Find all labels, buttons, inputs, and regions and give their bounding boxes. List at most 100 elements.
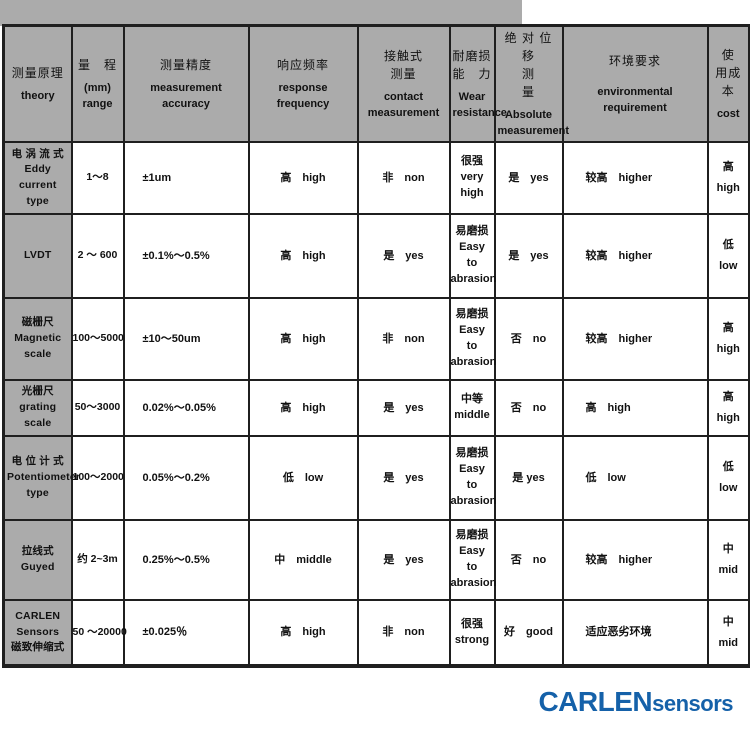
- cell-absolute: 否 no: [493, 519, 564, 601]
- column-header-range: 量 程 (mm) range: [70, 24, 125, 143]
- header-row: 测量原理 theory 量 程 (mm) range 测量精度 measurement a…: [2, 24, 750, 143]
- cell-environment: 较高 higher: [561, 141, 709, 215]
- cell-cost: 低 low: [706, 435, 750, 521]
- cell-contact: 是 yes: [356, 379, 451, 437]
- column-header-wear-en: Wear resistance: [452, 90, 507, 120]
- cell-range: 1～8: [70, 141, 125, 215]
- column-header-cost-zh: 使 用成本: [715, 47, 742, 98]
- cell-response: 低 low: [247, 435, 359, 521]
- column-header-accuracy: 测量精度 measurement accuracy: [122, 24, 250, 143]
- column-header-cost-en: cost: [716, 107, 740, 120]
- cell-absolute: 否 no: [493, 379, 564, 437]
- cell-accuracy: ±0.025％: [122, 599, 250, 668]
- table-row: LVDT 2 ～ 600 ±0.1%～0.5% 高 high 是 yes 易磨损 Easy…: [2, 213, 750, 299]
- carlen-sensors-logo: CARLEN sensors: [538, 686, 733, 718]
- cell-accuracy: ±0.1%～0.5%: [122, 213, 250, 299]
- cell-environment: 较高 higher: [561, 519, 709, 601]
- cell-environment: 高 high: [561, 379, 709, 437]
- cell-range: 约 2~3m: [70, 519, 125, 601]
- column-header-accuracy-en: measurement accuracy: [150, 81, 222, 111]
- cell-wear: 很强 very high: [448, 141, 496, 215]
- cell-cost: 高 high: [706, 297, 750, 381]
- column-header-theory: 测量原理 theory: [2, 24, 73, 143]
- logo-text-primary: CARLEN: [538, 686, 653, 717]
- column-header-absolute-en: Absolute measurement: [497, 108, 570, 138]
- cell-theory: 电 位 计 式 Potentiometer type: [2, 435, 80, 521]
- cell-theory: 拉线式 Guyed: [2, 519, 73, 601]
- cell-range: 100～2000: [70, 435, 125, 521]
- cell-cost: 低 low: [706, 213, 750, 299]
- table-row: 磁栅尺 Magnetic scale 100～5000 ±10～50um 高 high…: [2, 297, 750, 381]
- column-header-wear-zh: 耐磨损 能 力: [452, 48, 492, 81]
- column-header-response: 响应频率 response frequency: [247, 24, 359, 143]
- cell-cost: 中 mid: [706, 519, 750, 601]
- cell-theory: 光栅尺 grating scale: [2, 379, 73, 437]
- cell-wear: 易磨损 Easy to abrasion: [448, 213, 496, 299]
- column-header-wear: 耐磨损 能 力 Wear resistance: [448, 24, 507, 143]
- cell-contact: 是 yes: [356, 213, 451, 299]
- cell-absolute: 否 no: [493, 297, 564, 381]
- cell-wear: 易磨损 Easy to abrasion: [448, 435, 496, 521]
- column-header-accuracy-zh: 测量精度: [159, 57, 212, 72]
- column-header-environment-en: environmental requirement: [597, 85, 673, 115]
- cell-range: 50～3000: [70, 379, 125, 437]
- cell-cost: 高 high: [706, 379, 750, 437]
- column-header-environment-zh: 环境要求: [608, 53, 661, 68]
- column-header-theory-en: theory: [20, 89, 55, 102]
- cell-range: 2 ～ 600: [70, 213, 125, 299]
- cell-environment: 适应恶劣环境: [561, 599, 709, 668]
- cell-contact: 是 yes: [356, 519, 451, 601]
- cell-response: 中 middle: [247, 519, 359, 601]
- cell-environment: 低 low: [561, 435, 709, 521]
- table-header: 测量原理 theory 量 程 (mm) range 测量精度 measurement a…: [2, 24, 750, 143]
- table-body: 电 涡 流 式 Eddy current type 1～8 ±1um 高 high 非 …: [2, 141, 750, 668]
- cell-cost: 高 high: [706, 141, 750, 215]
- column-header-theory-zh: 测量原理: [11, 65, 64, 80]
- column-header-absolute-zh: 绝 对 位 移 测 量: [504, 30, 553, 99]
- cell-contact: 是 yes: [356, 435, 451, 521]
- table-row: 电 涡 流 式 Eddy current type 1～8 ±1um 高 high 非 …: [2, 141, 750, 215]
- column-header-contact-zh: 接触式 测量: [383, 48, 423, 81]
- cell-response: 高 high: [247, 297, 359, 381]
- cell-accuracy: ±1um: [122, 141, 250, 215]
- column-header-absolute: 绝 对 位 移 测 量 Absolute measurement: [493, 24, 570, 143]
- cell-accuracy: 0.02%～0.05%: [122, 379, 250, 437]
- cell-range: 100～5000: [70, 297, 125, 381]
- cell-accuracy: ±10～50um: [122, 297, 250, 381]
- cell-contact: 非 non: [356, 297, 451, 381]
- cell-theory: 磁栅尺 Magnetic scale: [2, 297, 73, 381]
- cell-absolute: 好 good: [493, 599, 564, 668]
- cell-response: 高 high: [247, 379, 359, 437]
- column-header-response-zh: 响应频率: [276, 57, 329, 72]
- cell-accuracy: 0.05%～0.2%: [122, 435, 250, 521]
- cell-theory: 电 涡 流 式 Eddy current type: [2, 141, 73, 215]
- cell-range: 50 ～20000: [70, 599, 127, 668]
- table-row: CARLEN Sensors 磁致伸缩式 50 ～20000 ±0.025％高 hi…: [2, 599, 750, 668]
- cell-environment: 较高 higher: [561, 213, 709, 299]
- cell-wear: 易磨损 Easy to abrasion: [448, 519, 496, 601]
- cell-response: 高 high: [247, 599, 359, 668]
- cell-response: 高 high: [247, 141, 359, 215]
- cell-absolute: 是 yes: [493, 213, 564, 299]
- table-row: 光栅尺 grating scale 50～3000 0.02%～0.05% 高 hig…: [2, 379, 750, 437]
- top-gray-strip: [0, 0, 522, 26]
- table-row: 电 位 计 式 Potentiometer type 100～2000 0.05%～…: [2, 435, 750, 521]
- cell-accuracy: 0.25%～0.5%: [122, 519, 250, 601]
- cell-environment: 较高 higher: [561, 297, 709, 381]
- cell-response: 高 high: [247, 213, 359, 299]
- cell-absolute: 是 yes: [493, 435, 564, 521]
- logo-text-secondary: sensors: [652, 691, 733, 716]
- column-header-cost: 使 用成本 cost: [706, 24, 750, 143]
- cell-absolute: 是 yes: [493, 141, 564, 215]
- cell-contact: 非 non: [356, 141, 451, 215]
- column-header-environment: 环境要求 environmental requirement: [561, 24, 709, 143]
- comparison-table: 测量原理 theory 量 程 (mm) range 测量精度 measurement a…: [2, 24, 750, 668]
- column-header-response-en: response frequency: [276, 81, 330, 111]
- cell-wear: 很强 strong: [448, 599, 496, 668]
- cell-theory: CARLEN Sensors 磁致伸缩式: [2, 599, 73, 668]
- column-header-range-zh: 量 程: [77, 57, 117, 72]
- cell-wear: 易磨损 Easy to abrasion: [448, 297, 496, 381]
- column-header-range-en: (mm) range: [82, 81, 113, 111]
- cell-theory: LVDT: [2, 213, 73, 299]
- cell-wear: 中等 middle: [448, 379, 496, 437]
